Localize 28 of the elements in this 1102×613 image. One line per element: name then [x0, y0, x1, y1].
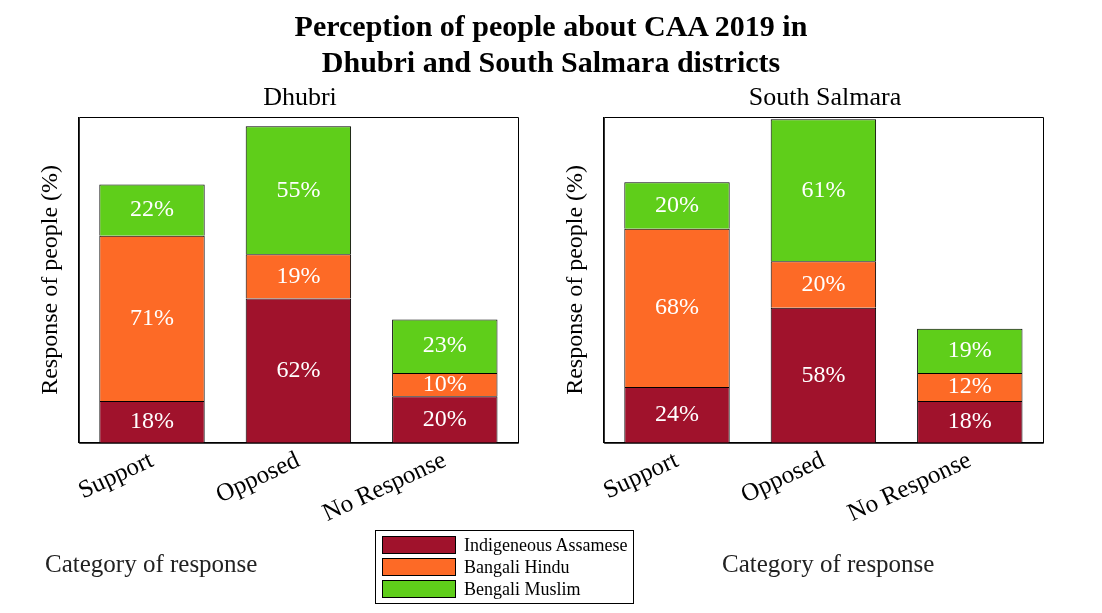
data-label: 20%: [655, 190, 699, 217]
y-axis-title: Response of people (%): [560, 164, 587, 395]
legend-label: Indigeneous Assamese: [464, 534, 628, 556]
data-label: 12%: [947, 372, 992, 399]
legend-label: Bangali Hindu: [464, 556, 570, 578]
chart-subtitle: South Salmara: [747, 82, 903, 112]
chart-subtitle: Dhubri: [262, 82, 338, 112]
data-label: 55%: [276, 175, 321, 202]
data-label: 71%: [130, 303, 174, 330]
data-label: 23%: [422, 331, 467, 358]
chart-title: Perception of people about CAA 2019 in Dhubri and South Salmara districts: [293, 8, 809, 80]
data-label: 22%: [130, 195, 174, 222]
data-label: 58%: [801, 360, 846, 387]
data-label: 10%: [422, 369, 467, 396]
data-label: 62%: [276, 355, 321, 382]
x-axis-title: Category of response: [722, 550, 935, 578]
data-label: 20%: [422, 404, 467, 431]
y-axis-title: Response of people (%): [35, 164, 62, 395]
x-axis-title: Category of response: [45, 550, 258, 578]
data-label: 18%: [947, 407, 992, 434]
data-label: 68%: [655, 293, 699, 320]
data-label: 61%: [801, 175, 846, 202]
legend-label: Bengali Muslim: [464, 578, 581, 600]
data-label: 24%: [655, 400, 699, 427]
data-label: 19%: [947, 336, 992, 363]
data-label: 20%: [801, 269, 846, 296]
data-label: 18%: [130, 407, 174, 434]
data-label: 19%: [276, 261, 321, 288]
